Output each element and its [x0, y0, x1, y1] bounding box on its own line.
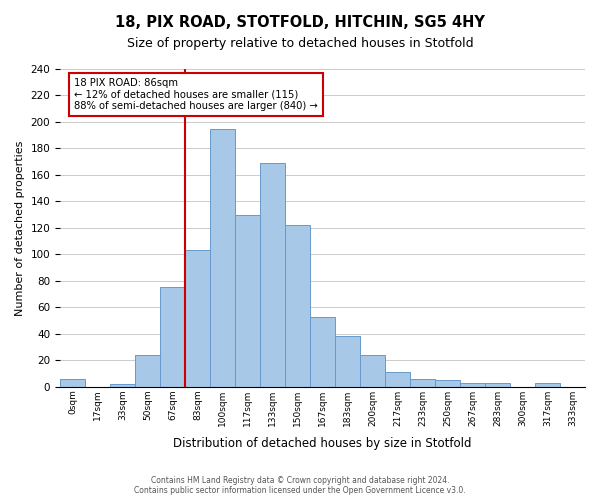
- Bar: [410, 379, 435, 386]
- Bar: [435, 380, 460, 386]
- Bar: [110, 384, 135, 386]
- Bar: [160, 288, 185, 386]
- Bar: [235, 214, 260, 386]
- X-axis label: Distribution of detached houses by size in Stotfold: Distribution of detached houses by size …: [173, 437, 472, 450]
- Bar: [260, 163, 285, 386]
- Bar: [485, 383, 510, 386]
- Text: Contains HM Land Registry data © Crown copyright and database right 2024.
Contai: Contains HM Land Registry data © Crown c…: [134, 476, 466, 495]
- Bar: [185, 250, 210, 386]
- Bar: [285, 225, 310, 386]
- Bar: [460, 383, 485, 386]
- Text: 18 PIX ROAD: 86sqm
← 12% of detached houses are smaller (115)
88% of semi-detach: 18 PIX ROAD: 86sqm ← 12% of detached hou…: [74, 78, 317, 112]
- Y-axis label: Number of detached properties: Number of detached properties: [15, 140, 25, 316]
- Bar: [385, 372, 410, 386]
- Bar: [535, 383, 560, 386]
- Text: 18, PIX ROAD, STOTFOLD, HITCHIN, SG5 4HY: 18, PIX ROAD, STOTFOLD, HITCHIN, SG5 4HY: [115, 15, 485, 30]
- Bar: [310, 316, 335, 386]
- Bar: [210, 128, 235, 386]
- Bar: [135, 355, 160, 386]
- Bar: [60, 379, 85, 386]
- Bar: [360, 355, 385, 386]
- Bar: [335, 336, 360, 386]
- Text: Size of property relative to detached houses in Stotfold: Size of property relative to detached ho…: [127, 38, 473, 51]
